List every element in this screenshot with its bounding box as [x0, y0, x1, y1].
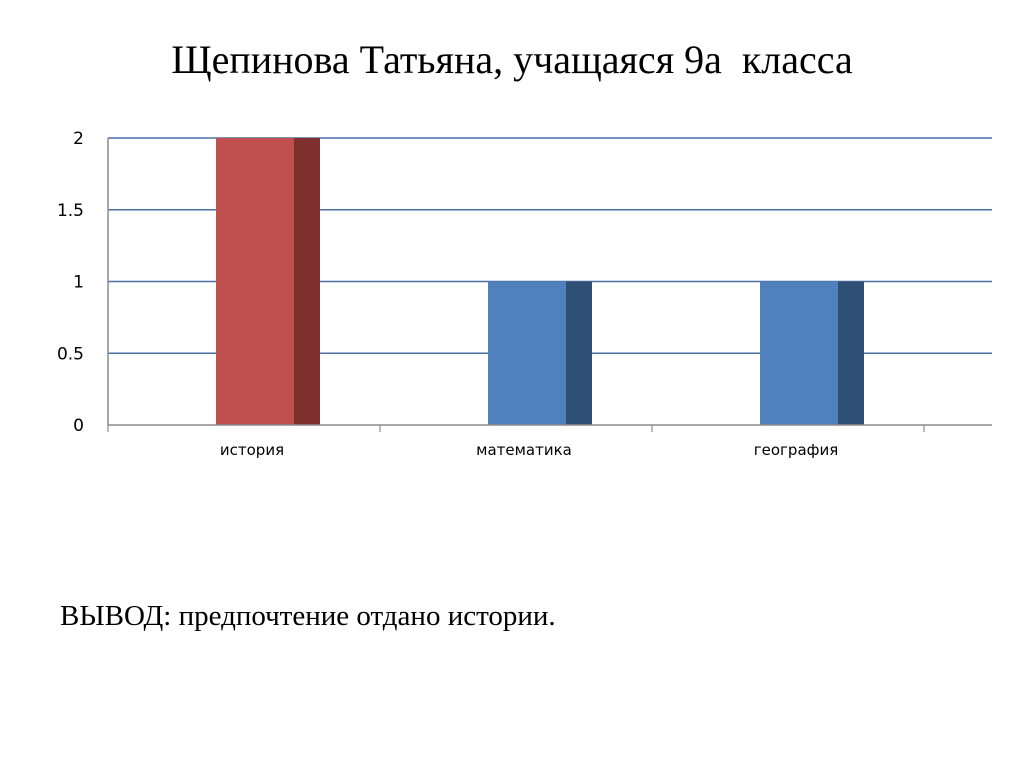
y-tick-label: 0	[73, 416, 84, 436]
y-tick-label: 2	[73, 129, 84, 149]
bars	[216, 138, 864, 425]
x-tick-labels: история математика география	[220, 441, 838, 459]
bar-1	[216, 138, 294, 425]
y-tick-label: 0.5	[57, 344, 84, 364]
y-tick-label: 1	[73, 273, 84, 293]
bar-chart: 0 0.5 1 1.5 2 история математика география	[57, 129, 992, 459]
bar-2	[488, 281, 566, 425]
bar-3	[760, 281, 838, 425]
axes	[107, 138, 992, 432]
x-tick-label: история	[220, 441, 284, 459]
bar-3-side	[838, 281, 864, 425]
bar-1-side	[294, 138, 320, 425]
slide-title: Щепинова Татьяна, учащаяся 9а класса	[171, 37, 853, 82]
y-tick-label: 1.5	[57, 201, 84, 221]
bar-2-side	[566, 281, 592, 425]
conclusion-text: ВЫВОД: предпочтение отдано истории.	[60, 600, 556, 632]
x-tick-label: математика	[476, 441, 572, 459]
y-tick-labels: 0 0.5 1 1.5 2	[57, 129, 84, 436]
x-tick-label: география	[754, 441, 838, 459]
